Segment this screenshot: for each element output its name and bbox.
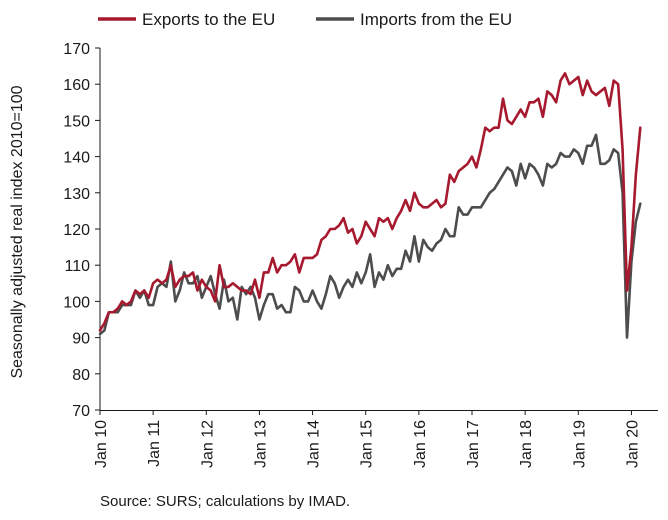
x-tick-label: Jan 18 (518, 420, 535, 468)
x-tick-label: Jan 13 (252, 420, 269, 468)
y-tick-label: 170 (63, 41, 90, 58)
exports-to-the-eu-line (98, 72, 642, 332)
y-tick-label: 110 (64, 258, 90, 275)
x-ticks: Jan 10 Jan 11 Jan 12 Jan 13 Jan 14 Jan 15 Jan … (93, 410, 641, 468)
imports-from-the-eu-line (98, 133, 642, 339)
y-tick-label: 70 (72, 403, 90, 420)
y-tick-label: 100 (63, 294, 90, 311)
x-tick-label: Jan 12 (199, 420, 216, 468)
y-tick-label: 120 (63, 222, 90, 239)
x-tick-label: Jan 11 (146, 420, 163, 467)
y-tick-label: 160 (63, 77, 90, 94)
y-tick-label: 80 (72, 367, 90, 384)
axes (99, 48, 658, 411)
x-tick-label: Jan 19 (571, 420, 588, 468)
y-axis-title: Seasonally adjusted real index 2010=100 (9, 85, 26, 378)
x-tick-label: Jan 15 (359, 420, 376, 468)
y-tick-label: 140 (63, 150, 90, 167)
x-tick-label: Jan 17 (465, 420, 482, 468)
y-tick-label: 90 (72, 331, 90, 348)
y-tick-label: 150 (63, 113, 90, 130)
x-tick-label: Jan 14 (306, 420, 323, 468)
legend-label-exports: Exports to the EU (142, 10, 275, 29)
y-tick-label: 130 (63, 186, 90, 203)
x-tick-label: Jan 10 (93, 420, 110, 468)
y-ticks: 70 80 90 100 110 120 130 140 150 160 170 (63, 41, 100, 420)
legend: Exports to the EU Imports from the EU (98, 10, 512, 29)
series-lines (98, 72, 642, 339)
x-tick-label: Jan 16 (412, 420, 429, 468)
legend-label-imports: Imports from the EU (360, 10, 512, 29)
source-note: Source: SURS; calculations by IMAD. (100, 493, 351, 510)
x-tick-label: Jan 20 (624, 420, 641, 468)
